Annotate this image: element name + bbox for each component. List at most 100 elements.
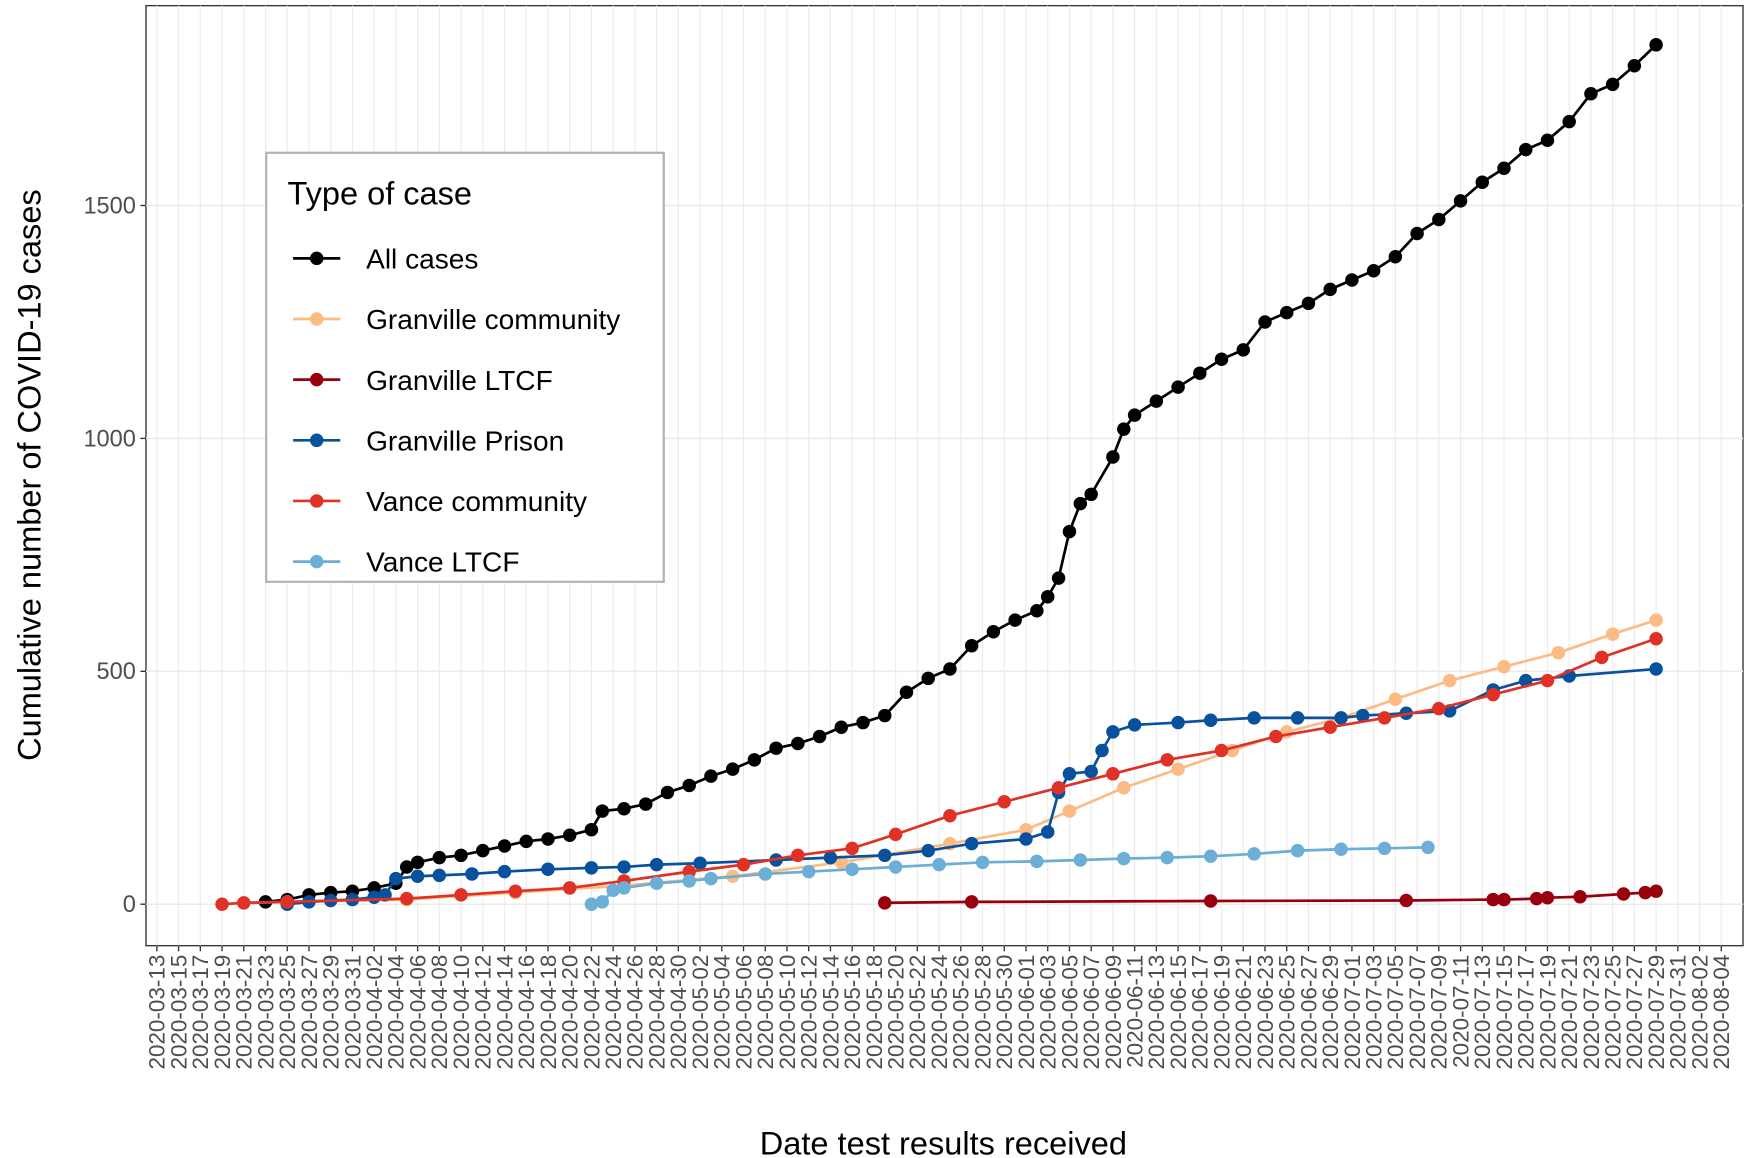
x-tick-label: 2020-07-11 xyxy=(1448,955,1473,1068)
data-point xyxy=(921,843,935,858)
data-point xyxy=(606,883,620,897)
x-tick-label: 2020-05-14 xyxy=(818,955,843,1070)
data-point xyxy=(1236,343,1251,357)
legend-title: Type of case xyxy=(288,175,473,211)
legend-label: Granville community xyxy=(366,304,620,335)
x-tick-label: 2020-04-26 xyxy=(623,955,648,1070)
data-point xyxy=(1290,711,1305,725)
data-point xyxy=(1040,590,1055,604)
y-tick-label: 1500 xyxy=(83,192,135,218)
x-tick-label: 2020-04-18 xyxy=(536,955,561,1070)
data-point xyxy=(1247,847,1261,861)
x-tick-label: 2020-05-22 xyxy=(905,955,930,1070)
data-point xyxy=(541,862,555,877)
data-point xyxy=(649,857,664,872)
data-point xyxy=(878,896,892,910)
x-tick-label: 2020-04-08 xyxy=(427,955,452,1070)
data-point xyxy=(1366,263,1381,278)
data-point xyxy=(888,827,903,842)
x-tick-label: 2020-06-25 xyxy=(1275,955,1300,1070)
x-tick-label: 2020-05-24 xyxy=(927,955,952,1070)
data-point xyxy=(1030,604,1044,618)
data-point xyxy=(595,804,610,818)
data-point xyxy=(508,884,523,898)
x-tick-label: 2020-04-04 xyxy=(384,955,409,1070)
data-point xyxy=(1160,850,1174,865)
data-point xyxy=(432,868,447,883)
x-tick-label: 2020-06-07 xyxy=(1079,955,1104,1070)
x-tick-label: 2020-06-01 xyxy=(1014,955,1039,1070)
x-tick-label: 2020-04-20 xyxy=(558,955,583,1070)
x-tick-label: 2020-07-15 xyxy=(1492,955,1517,1070)
data-point xyxy=(562,828,577,843)
x-tick-label: 2020-07-31 xyxy=(1666,955,1691,1070)
data-point xyxy=(1518,142,1533,157)
data-point xyxy=(975,855,990,870)
x-tick-label: 2020-05-30 xyxy=(992,955,1017,1070)
x-tick-label: 2020-06-09 xyxy=(1101,955,1126,1070)
legend-label: Vance community xyxy=(366,486,587,517)
legend-dot xyxy=(309,494,324,508)
data-point xyxy=(1497,161,1511,175)
x-tick-label: 2020-07-25 xyxy=(1601,955,1626,1070)
data-point xyxy=(1573,890,1587,904)
data-point xyxy=(1247,711,1261,725)
legend-dot xyxy=(309,554,324,569)
data-point xyxy=(1214,352,1229,366)
data-point xyxy=(1432,212,1446,227)
data-point xyxy=(845,862,859,877)
data-point xyxy=(1301,296,1316,311)
data-point xyxy=(834,720,849,734)
x-tick-label: 2020-07-03 xyxy=(1361,955,1386,1070)
data-point xyxy=(617,860,631,874)
data-point xyxy=(389,871,403,886)
data-point xyxy=(432,850,447,865)
legend-dot xyxy=(309,312,324,326)
data-point xyxy=(1377,711,1392,725)
data-point xyxy=(1269,729,1283,744)
legend-dot xyxy=(309,372,324,387)
data-point xyxy=(465,867,479,881)
data-point xyxy=(1073,496,1088,511)
data-point xyxy=(1497,659,1511,674)
data-point xyxy=(1649,38,1663,52)
data-point xyxy=(791,736,805,751)
data-point xyxy=(1106,767,1120,781)
x-tick-label: 2020-04-02 xyxy=(362,955,387,1070)
x-tick-label: 2020-04-22 xyxy=(579,955,604,1070)
data-point xyxy=(476,843,490,858)
x-tick-label: 2020-04-10 xyxy=(449,955,474,1070)
data-point xyxy=(964,895,979,909)
data-point xyxy=(1051,571,1066,585)
data-point xyxy=(1117,781,1131,795)
data-point xyxy=(1486,892,1500,907)
data-point xyxy=(1030,854,1044,869)
data-point xyxy=(1421,840,1435,855)
data-point xyxy=(1019,822,1033,837)
data-point xyxy=(519,834,533,849)
data-point xyxy=(943,662,957,676)
data-point xyxy=(1616,887,1631,901)
data-point xyxy=(1540,890,1555,905)
data-point xyxy=(834,855,849,870)
data-point xyxy=(1290,843,1305,858)
legend-label: Granville Prison xyxy=(366,425,564,456)
data-point xyxy=(1084,487,1098,502)
data-point xyxy=(812,729,827,744)
data-point xyxy=(1095,743,1109,758)
data-point xyxy=(997,795,1011,809)
x-tick-label: 2020-04-06 xyxy=(405,955,430,1070)
x-tick-label: 2020-06-15 xyxy=(1166,955,1191,1070)
x-tick-label: 2020-06-17 xyxy=(1188,955,1213,1070)
data-point xyxy=(410,869,425,884)
data-point xyxy=(1540,673,1555,688)
data-point xyxy=(410,855,425,870)
x-tick-label: 2020-05-28 xyxy=(970,955,995,1070)
data-point xyxy=(1019,832,1033,846)
legend-box xyxy=(265,151,665,583)
data-point xyxy=(704,769,718,783)
data-point xyxy=(1106,725,1120,739)
data-point xyxy=(1529,891,1544,906)
x-tick-label: 2020-04-12 xyxy=(471,955,496,1070)
